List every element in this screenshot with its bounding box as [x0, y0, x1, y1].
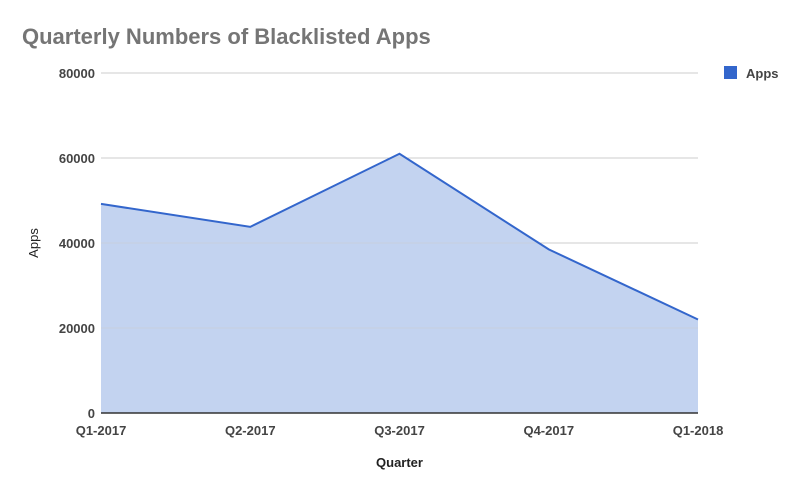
y-tick-label: 0: [88, 406, 95, 421]
x-tick-label: Q1-2017: [76, 423, 127, 438]
y-axis-title: Apps: [26, 228, 41, 258]
y-tick-label: 80000: [59, 66, 95, 81]
x-tick-label: Q3-2017: [374, 423, 425, 438]
y-tick-label: 40000: [59, 236, 95, 251]
chart-title: Quarterly Numbers of Blacklisted Apps: [22, 24, 431, 49]
legend-label: Apps: [746, 66, 779, 81]
y-tick-label: 60000: [59, 151, 95, 166]
x-tick-label: Q4-2017: [523, 423, 574, 438]
legend-swatch: [724, 66, 737, 79]
series-line-apps: [100, 152, 699, 321]
y-tick-label: 20000: [59, 321, 95, 336]
x-tick-label: Q1-2018: [673, 423, 724, 438]
legend-layer: Apps: [724, 66, 779, 81]
x-axis-title: Quarter: [376, 455, 423, 470]
series-area-apps: [101, 153, 698, 413]
axis-layer: 0 20000 40000 60000 80000 Q1-2017 Q2-2017 Q3-20…: [26, 66, 723, 470]
area-layer: [100, 72, 699, 413]
x-tick-label: Q2-2017: [225, 423, 276, 438]
